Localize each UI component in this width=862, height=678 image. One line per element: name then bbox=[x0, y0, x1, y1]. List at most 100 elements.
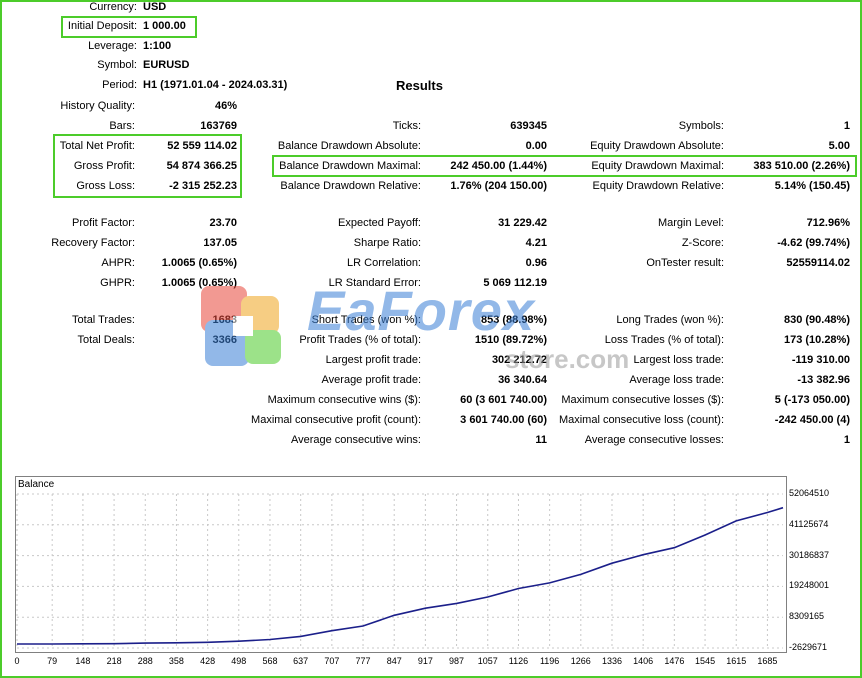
col1-value: 54 874 366.25 bbox=[166, 160, 237, 172]
settings-label: Currency: bbox=[89, 1, 137, 13]
col3-label: Equity Drawdown Relative: bbox=[592, 180, 724, 192]
col2-label: Balance Drawdown Relative: bbox=[280, 180, 421, 192]
col3-value: 712.96% bbox=[806, 217, 850, 229]
col1-value: 52 559 114.02 bbox=[167, 140, 237, 152]
x-tick-label: 1545 bbox=[695, 656, 716, 666]
col1-value: 137.05 bbox=[203, 237, 237, 249]
settings-value: USD bbox=[143, 1, 167, 13]
y-tick-label: 8309165 bbox=[789, 611, 825, 622]
col1-label: Profit Factor: bbox=[72, 217, 135, 229]
col2-label: Expected Payoff: bbox=[338, 217, 421, 229]
col1-value: 46% bbox=[214, 100, 237, 112]
col2-value: 0.00 bbox=[525, 140, 547, 152]
col3-label: OnTester result: bbox=[646, 257, 724, 269]
col2-value: 11 bbox=[535, 434, 547, 446]
settings-value: 1:100 bbox=[143, 40, 172, 52]
col1-value: 1.0065 (0.65%) bbox=[161, 277, 237, 289]
x-tick-label: 777 bbox=[355, 656, 371, 666]
col2-value: 639345 bbox=[510, 120, 547, 132]
col3-label: Equity Drawdown Maximal: bbox=[591, 160, 724, 172]
col3-label: Largest loss trade: bbox=[633, 354, 725, 366]
x-tick-label: 428 bbox=[200, 656, 216, 666]
col3-value: 52559114.02 bbox=[786, 257, 850, 269]
col2-value: 242 450.00 (1.44%) bbox=[450, 160, 547, 172]
col1-label: GHPR: bbox=[100, 277, 135, 289]
col3-value: 5.00 bbox=[828, 140, 850, 152]
col3-value: 5.14% (150.45) bbox=[774, 180, 850, 192]
col2-value: 31 229.42 bbox=[498, 217, 547, 229]
col1-label: Bars: bbox=[109, 120, 135, 132]
highlight-drawdown-maximal bbox=[272, 155, 857, 177]
x-tick-label: 1336 bbox=[601, 656, 622, 666]
col2-value: 5 069 112.19 bbox=[483, 277, 547, 289]
col3-value: -4.62 (99.74%) bbox=[777, 237, 850, 249]
col3-label: Long Trades (won %): bbox=[616, 314, 724, 326]
x-tick-label: 288 bbox=[137, 656, 153, 666]
col3-value: 173 (10.28%) bbox=[783, 334, 850, 346]
x-tick-label: 1476 bbox=[664, 656, 685, 666]
col3-label: Maximal consecutive loss (count): bbox=[558, 414, 724, 426]
col3-value: 1 bbox=[843, 434, 850, 446]
x-tick-label: 568 bbox=[262, 656, 278, 666]
col3-value: 1 bbox=[843, 120, 850, 132]
settings-value: 1 000.00 bbox=[143, 20, 186, 32]
col1-label: Gross Loss: bbox=[76, 180, 135, 192]
col1-label: Gross Profit: bbox=[73, 160, 135, 172]
col2-value: 302 212.72 bbox=[491, 354, 547, 366]
settings-label: Period: bbox=[102, 79, 137, 91]
x-tick-label: 0 bbox=[14, 656, 20, 666]
y-tick-label: 52064510 bbox=[789, 488, 830, 498]
col2-value: 36 340.64 bbox=[498, 374, 547, 386]
col1-value: -2 315 252.23 bbox=[169, 180, 237, 192]
x-tick-label: 1057 bbox=[477, 656, 498, 666]
col1-label: Total Trades: bbox=[72, 314, 135, 326]
col1-label: History Quality: bbox=[60, 100, 135, 112]
x-tick-label: 1126 bbox=[508, 656, 529, 666]
settings-label: Leverage: bbox=[88, 40, 137, 52]
col1-label: AHPR: bbox=[101, 257, 135, 269]
col3-label: Equity Drawdown Absolute: bbox=[590, 140, 724, 152]
chart-title: Balance bbox=[18, 479, 55, 490]
col3-value: 5 (-173 050.00) bbox=[774, 394, 850, 406]
x-tick-label: 358 bbox=[168, 656, 184, 666]
col1-label: Recovery Factor: bbox=[51, 237, 135, 249]
settings-value: H1 (1971.01.04 - 2024.03.31) bbox=[143, 79, 288, 91]
col3-value: -13 382.96 bbox=[797, 374, 850, 386]
col2-value: 1.76% (204 150.00) bbox=[450, 180, 547, 192]
x-tick-label: 987 bbox=[449, 656, 465, 666]
y-tick-label: 19248001 bbox=[789, 580, 830, 591]
col3-value: 383 510.00 (2.26%) bbox=[753, 160, 850, 172]
col2-label: LR Correlation: bbox=[347, 257, 421, 269]
settings-label: Symbol: bbox=[97, 59, 137, 71]
watermark: EaForex store.com bbox=[195, 272, 695, 382]
col2-label: Maximal consecutive profit (count): bbox=[251, 414, 421, 426]
col1-value: 1683 bbox=[212, 314, 237, 326]
balance-line bbox=[17, 506, 784, 645]
col3-value: 830 (90.48%) bbox=[783, 314, 850, 326]
x-tick-label: 1266 bbox=[570, 656, 591, 666]
col2-value: 853 (88.98%) bbox=[480, 314, 547, 326]
settings-label: Initial Deposit: bbox=[67, 20, 137, 32]
col2-value: 60 (3 601 740.00) bbox=[460, 394, 547, 406]
x-tick-label: 79 bbox=[47, 656, 58, 666]
col3-label: Symbols: bbox=[678, 120, 724, 132]
col2-value: 4.21 bbox=[525, 237, 547, 249]
col2-label: Balance Drawdown Maximal: bbox=[279, 160, 421, 172]
results-title: Results bbox=[396, 78, 443, 93]
x-tick-label: 707 bbox=[324, 656, 340, 666]
col2-label: LR Standard Error: bbox=[328, 277, 421, 289]
col3-label: Loss Trades (% of total): bbox=[604, 334, 724, 346]
col3-label: Average loss trade: bbox=[629, 374, 724, 386]
col2-value: 0.96 bbox=[525, 257, 547, 269]
x-tick-label: 218 bbox=[106, 656, 122, 666]
col2-label: Maximum consecutive wins ($): bbox=[267, 394, 421, 406]
y-tick-label: 41125674 bbox=[789, 518, 829, 529]
x-tick-label: 498 bbox=[231, 656, 247, 666]
balance-chart bbox=[15, 476, 787, 653]
x-tick-label: 847 bbox=[386, 656, 402, 666]
col1-value: 1.0065 (0.65%) bbox=[161, 257, 237, 269]
col3-value: -242 450.00 (4) bbox=[774, 414, 850, 426]
col3-label: Z-Score: bbox=[681, 237, 724, 249]
highlight-profit-summary bbox=[53, 134, 242, 198]
